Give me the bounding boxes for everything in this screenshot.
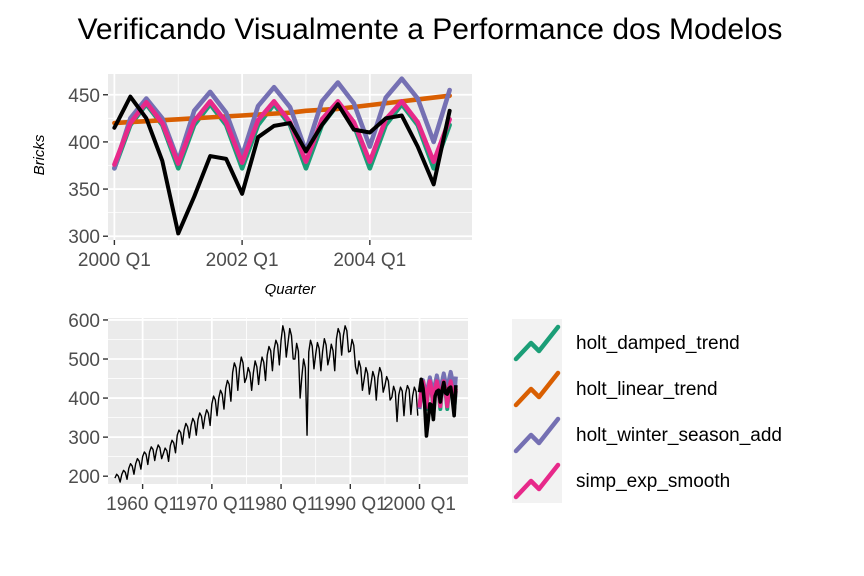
history-line	[114, 325, 419, 483]
legend-swatch-simp_exp_smooth	[513, 462, 561, 500]
x-tick-label: 2000 Q1	[78, 250, 151, 271]
legend-label: simp_exp_smooth	[576, 471, 730, 492]
x-tick-label: 2002 Q1	[206, 250, 279, 271]
y-tick-label: 500	[68, 350, 100, 371]
legend-label: holt_linear_trend	[576, 379, 718, 400]
legend-swatch-holt_linear_trend	[513, 370, 561, 408]
x-tick-label: 1960 Q1	[106, 494, 179, 515]
legend: holt_damped_trend holt_linear_trend holt_w…	[512, 319, 782, 503]
legend-label: holt_winter_season_add	[576, 425, 782, 446]
x-tick-label: 1990 Q1	[314, 494, 387, 515]
legend-label: holt_damped_trend	[576, 333, 740, 354]
forecast-line-actual	[417, 377, 458, 438]
y-tick-label: 300	[68, 428, 100, 449]
legend-swatch-holt_damped_trend	[513, 324, 561, 362]
y-tick-label: 300	[68, 227, 100, 248]
y-tick-label: 400	[68, 133, 100, 154]
y-axis-title: Bricks	[31, 134, 48, 175]
y-tick-label: 400	[68, 389, 100, 410]
y-tick-label: 350	[68, 180, 100, 201]
legend-swatch-holt_winter_season_add	[513, 416, 561, 454]
x-axis-title: Quarter	[265, 281, 317, 298]
y-tick-label: 450	[68, 86, 100, 107]
y-tick-label: 200	[68, 467, 100, 488]
series-line-actual	[112, 94, 452, 236]
y-tick-label: 600	[68, 311, 100, 332]
x-tick-label: 1970 Q1	[175, 494, 248, 515]
x-tick-label: 1980 Q1	[245, 494, 318, 515]
x-tick-label: 2004 Q1	[333, 250, 406, 271]
series-line-simp_exp_smooth	[112, 99, 452, 167]
x-tick-label: 2000 Q1	[383, 494, 456, 515]
top-panel: 300 350 400 450 2000 Q1 2002 Q1 2004 Q1 Bricks Q…	[31, 74, 472, 298]
chart-title: Verificando Visualmente a Performance do…	[78, 13, 783, 46]
